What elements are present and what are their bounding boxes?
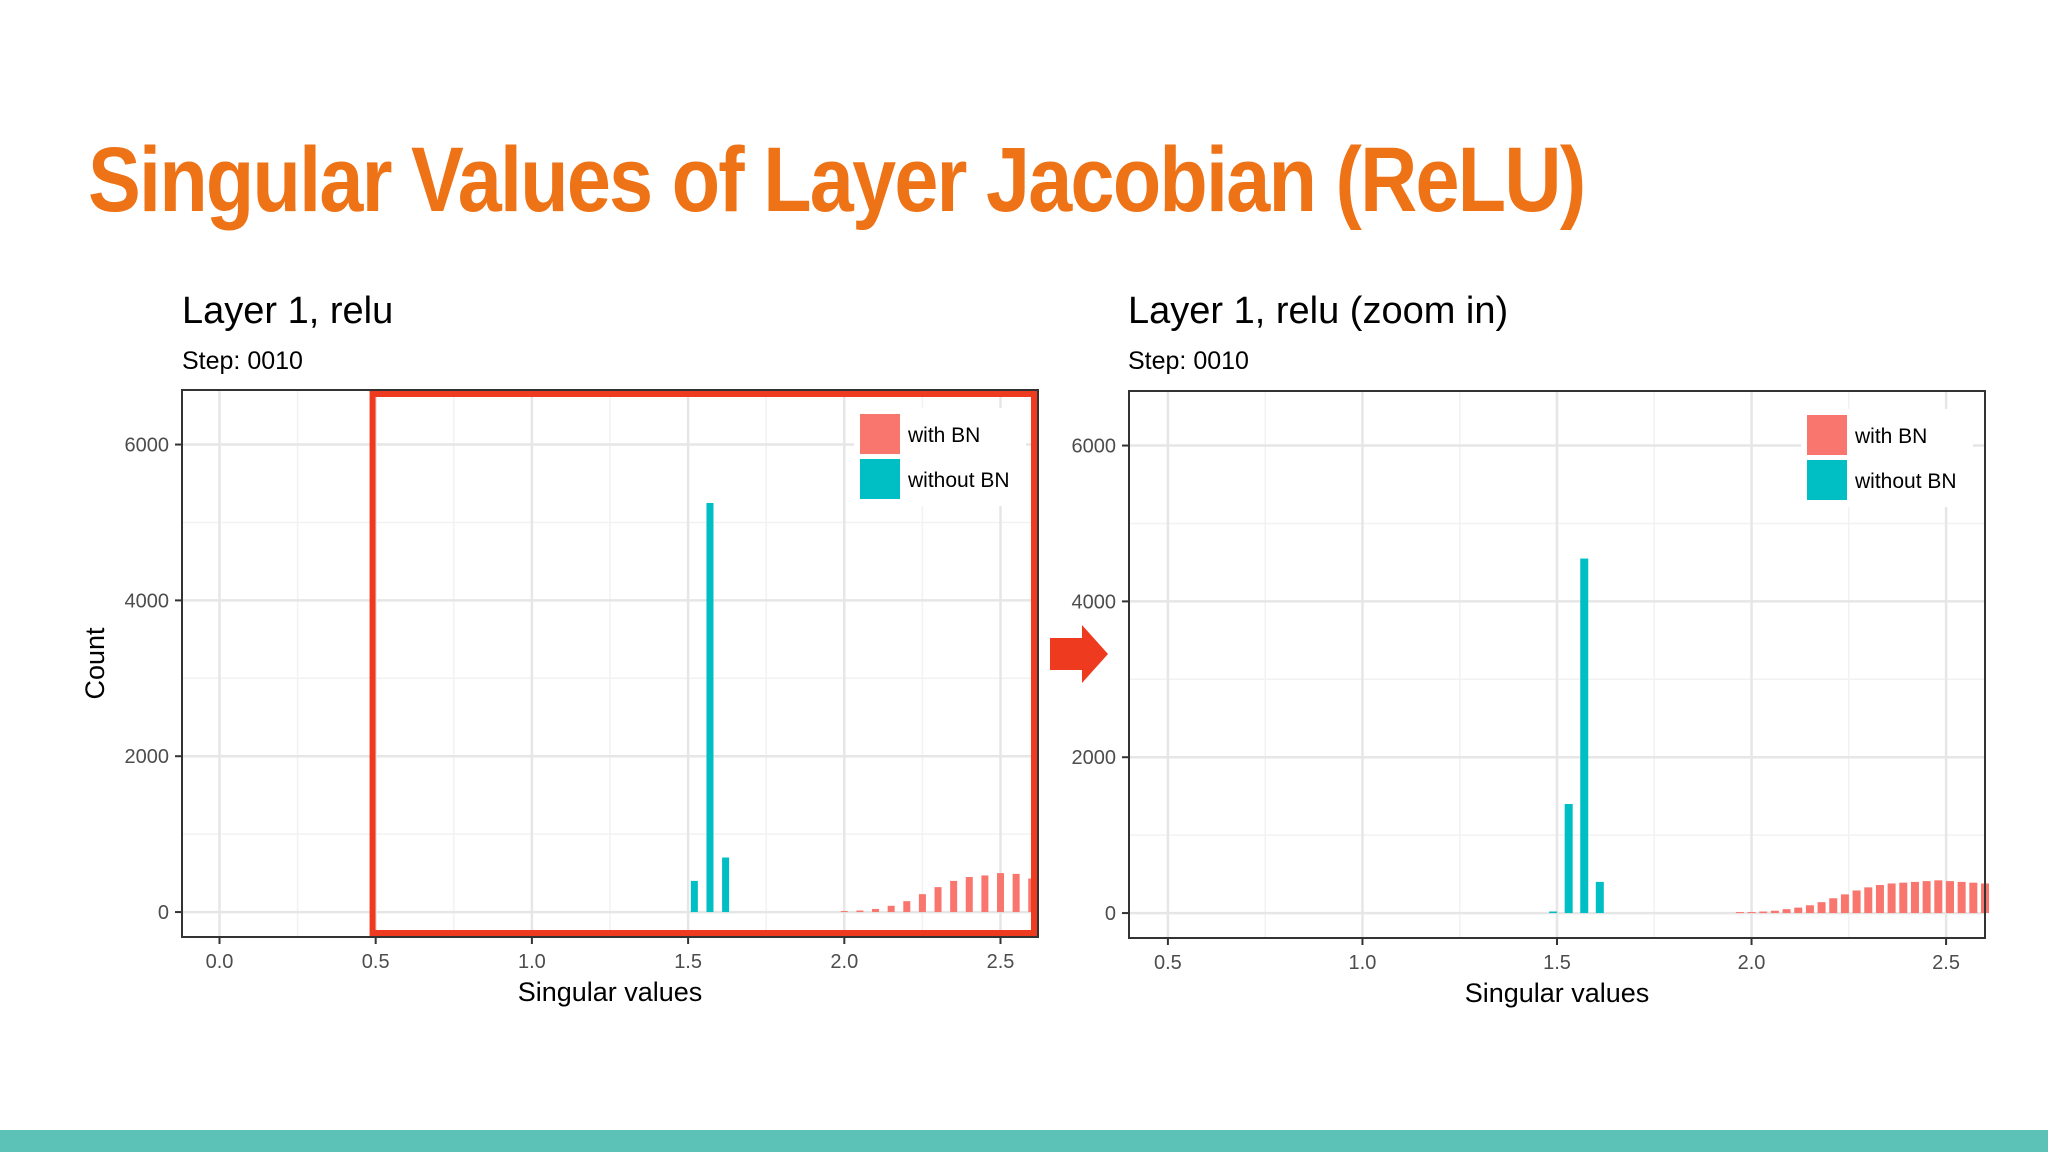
bar-with-bn	[1840, 894, 1849, 914]
bar-with-bn	[1794, 907, 1803, 914]
y-tick-label: 2000	[125, 746, 170, 768]
bar-with-bn	[981, 875, 989, 913]
chart-subtitle-left: Step: 0010	[182, 347, 303, 375]
x-tick-label: 2.0	[830, 951, 858, 973]
x-tick-label: 0.5	[1154, 952, 1182, 974]
bar-with-bn	[1782, 909, 1791, 914]
bar-with-bn	[1805, 905, 1814, 914]
bar-with-bn	[918, 894, 926, 913]
bar-with-bn	[965, 877, 973, 913]
y-tick-label: 6000	[1072, 436, 1117, 458]
bar-with-bn	[872, 908, 880, 913]
x-tick-label: 2.5	[1932, 952, 1960, 974]
chart-subtitle-right: Step: 0010	[1128, 347, 1249, 375]
legend-label: without BN	[1854, 470, 1957, 493]
bar-with-bn	[1735, 912, 1744, 914]
chart-title-left: Layer 1, relu	[182, 290, 394, 332]
bar-with-bn	[1747, 912, 1756, 914]
bar-with-bn	[1887, 883, 1896, 914]
chart-title-right: Layer 1, relu (zoom in)	[1128, 290, 1509, 332]
bar-with-bn	[1864, 887, 1873, 914]
bar-with-bn	[1922, 881, 1931, 914]
footer-bar	[0, 1130, 2048, 1152]
chart-right: 0.5 1.0 1.5 2.0 2.5 0 2000 4000 6000 Singular val…	[1072, 390, 1989, 1008]
x-axis-label: Singular values	[1465, 978, 1650, 1008]
bar-with-bn	[950, 880, 958, 913]
x-tick-label: 2.0	[1738, 952, 1766, 974]
bar-with-bn	[856, 910, 864, 913]
legend-label: with BN	[1854, 425, 1927, 448]
bar-with-bn	[934, 887, 942, 913]
bar-with-bn	[1852, 890, 1861, 914]
y-tick-label: 4000	[1072, 591, 1117, 613]
bar-with-bn	[1910, 881, 1919, 914]
bar-without-bn	[1549, 911, 1558, 914]
legend-swatch	[860, 459, 900, 499]
x-tick-label: 1.0	[1349, 952, 1377, 974]
bar-without-bn	[1564, 803, 1573, 914]
bar-without-bn	[1595, 881, 1604, 914]
x-tick-label: 1.5	[674, 951, 702, 973]
bar-with-bn	[1012, 873, 1020, 913]
x-axis-label: Singular values	[518, 977, 703, 1007]
bar-without-bn	[722, 857, 730, 913]
bar-without-bn	[706, 502, 714, 913]
y-axis-label: Count	[80, 627, 110, 700]
legend-swatch	[860, 414, 900, 454]
legend-label: with BN	[907, 424, 980, 447]
zoom-region-highlight	[369, 391, 1037, 936]
y-tick-label: 0	[158, 902, 169, 924]
y-tick-label: 6000	[125, 435, 170, 457]
x-tick-label: 1.5	[1543, 952, 1571, 974]
plot-border	[181, 389, 1039, 938]
y-tick-label: 2000	[1072, 747, 1117, 769]
bar-with-bn	[1969, 882, 1978, 914]
bar-with-bn	[997, 873, 1005, 913]
bar-with-bn	[840, 911, 848, 913]
bar-with-bn	[1945, 881, 1954, 914]
legend-swatch	[1807, 460, 1847, 500]
legend-swatch	[1807, 415, 1847, 455]
bar-with-bn	[1875, 885, 1884, 914]
chart-left: 0.0 0.5 1.0 1.5 2.0 2.5 0 2000 4000 6000 Singular …	[80, 389, 1039, 1007]
bar-with-bn	[1770, 910, 1779, 914]
right-arrow-icon	[1050, 625, 1108, 683]
legend-label: without BN	[907, 469, 1010, 492]
y-tick-label: 0	[1105, 903, 1116, 925]
bar-with-bn	[1817, 902, 1826, 914]
slide-title: Singular Values of Layer Jacobian (ReLU)	[88, 129, 1586, 231]
bar-without-bn	[1580, 558, 1589, 914]
x-tick-label: 2.5	[987, 951, 1015, 973]
bar-with-bn	[887, 905, 895, 913]
x-tick-label: 1.0	[518, 951, 546, 973]
bar-with-bn	[1899, 882, 1908, 914]
bar-with-bn	[903, 901, 911, 913]
y-tick-label: 4000	[125, 590, 170, 612]
x-tick-label: 0.5	[362, 951, 390, 973]
bar-with-bn	[1934, 880, 1943, 914]
bar-with-bn	[1957, 881, 1966, 914]
bar-with-bn	[1829, 898, 1838, 914]
bar-without-bn	[690, 880, 698, 913]
bar-with-bn	[1759, 911, 1768, 914]
x-tick-label: 0.0	[206, 951, 234, 973]
